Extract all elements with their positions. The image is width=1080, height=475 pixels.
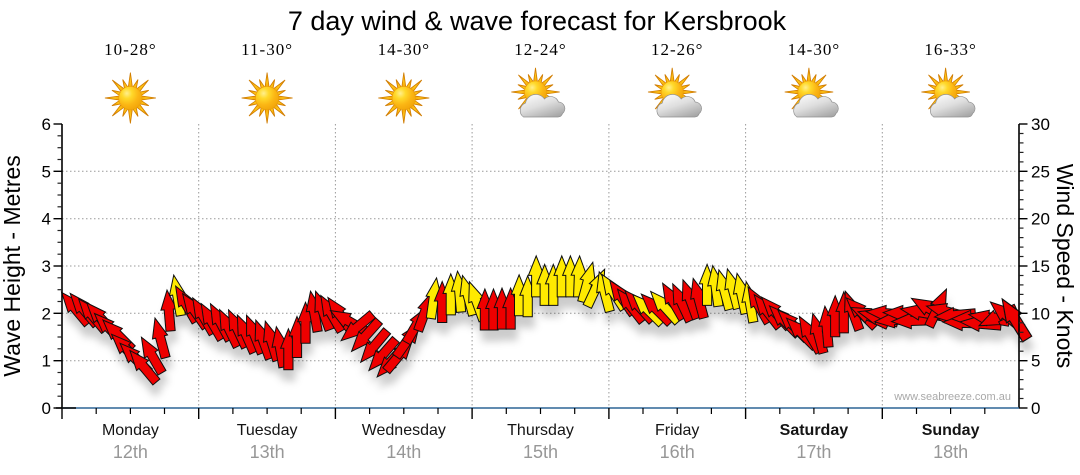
svg-text:0: 0 xyxy=(42,399,51,418)
svg-text:0: 0 xyxy=(1031,399,1040,418)
svg-text:12-24°: 12-24° xyxy=(514,40,566,59)
svg-text:Sunday: Sunday xyxy=(922,422,980,439)
svg-text:Friday: Friday xyxy=(655,422,699,439)
svg-text:20: 20 xyxy=(1031,210,1050,229)
svg-text:6: 6 xyxy=(42,115,51,134)
svg-text:5: 5 xyxy=(1031,352,1040,371)
svg-text:www.seabreeze.com.au: www.seabreeze.com.au xyxy=(893,391,1011,403)
svg-text:10: 10 xyxy=(1031,304,1050,323)
svg-text:16-33°: 16-33° xyxy=(924,40,976,59)
svg-text:30: 30 xyxy=(1031,115,1050,134)
svg-text:15: 15 xyxy=(1031,257,1050,276)
svg-text:Thursday: Thursday xyxy=(507,422,574,439)
svg-text:Monday: Monday xyxy=(102,422,159,439)
svg-text:7 day wind & wave forecast for: 7 day wind & wave forecast for Kersbrook xyxy=(288,6,787,36)
svg-text:Wave Height - Metres: Wave Height - Metres xyxy=(0,155,25,377)
svg-text:Wednesday: Wednesday xyxy=(362,422,446,439)
svg-text:25: 25 xyxy=(1031,162,1050,181)
svg-text:16th: 16th xyxy=(660,442,695,462)
svg-text:Wind Speed - Knots: Wind Speed - Knots xyxy=(1052,164,1078,369)
svg-text:Saturday: Saturday xyxy=(780,422,849,439)
svg-text:5: 5 xyxy=(42,162,51,181)
svg-text:14-30°: 14-30° xyxy=(788,40,840,59)
svg-text:12th: 12th xyxy=(113,442,148,462)
svg-text:18th: 18th xyxy=(933,442,968,462)
svg-text:14-30°: 14-30° xyxy=(378,40,430,59)
svg-text:17th: 17th xyxy=(796,442,831,462)
svg-text:15th: 15th xyxy=(523,442,558,462)
svg-text:14th: 14th xyxy=(386,442,421,462)
svg-text:12-26°: 12-26° xyxy=(651,40,703,59)
svg-text:3: 3 xyxy=(42,257,51,276)
svg-text:11-30°: 11-30° xyxy=(241,40,293,59)
svg-text:13th: 13th xyxy=(250,442,285,462)
svg-text:2: 2 xyxy=(42,304,51,323)
svg-text:Tuesday: Tuesday xyxy=(237,422,298,439)
svg-text:1: 1 xyxy=(42,352,51,371)
svg-text:10-28°: 10-28° xyxy=(104,40,156,59)
svg-text:4: 4 xyxy=(42,210,51,229)
